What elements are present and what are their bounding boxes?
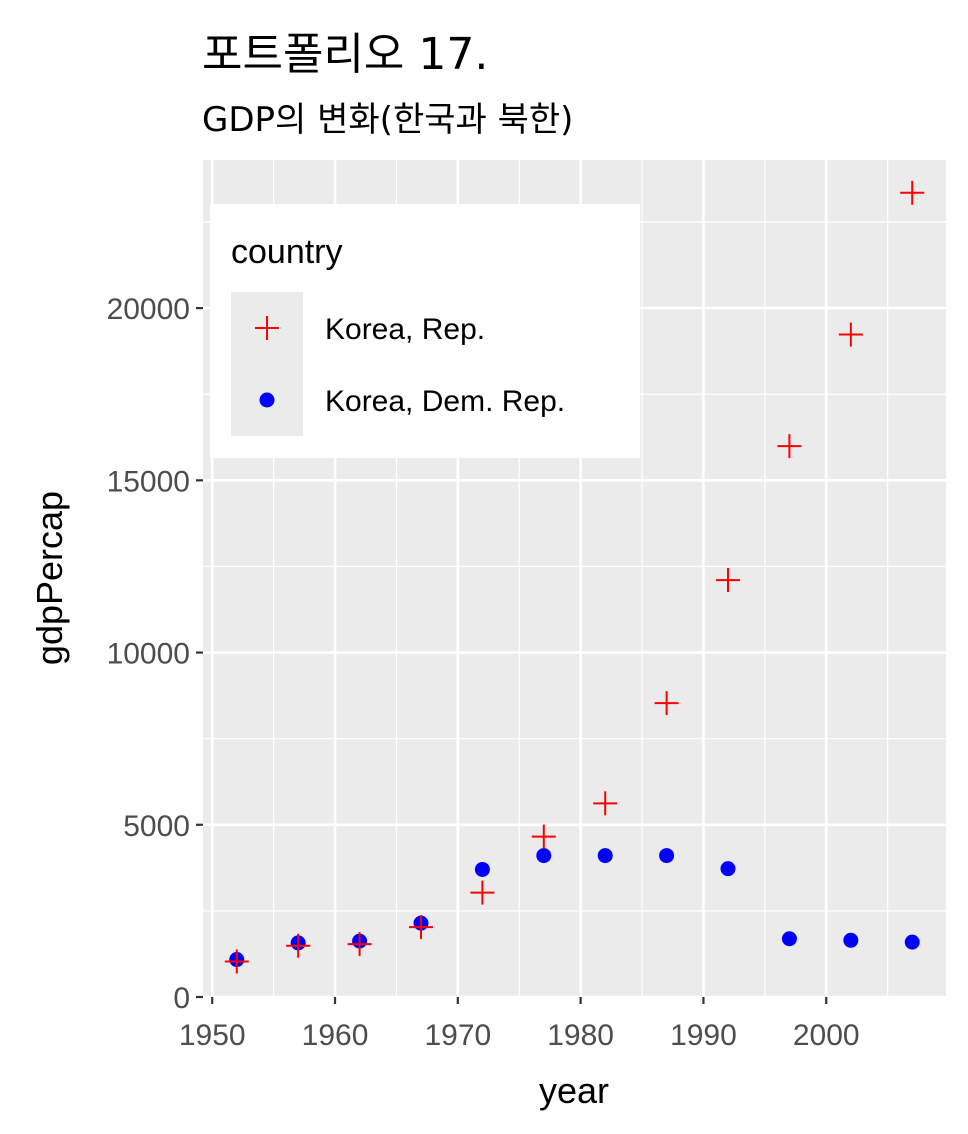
y-tick-label: 20000: [107, 293, 190, 326]
data-point-korea-rep: [408, 915, 433, 940]
y-tick-label: 0: [173, 982, 190, 1015]
chart-title: 포트폴리오 17.: [202, 29, 489, 80]
data-point-korea-rep: [531, 824, 556, 849]
data-point-korea-dem-rep: [597, 848, 613, 864]
legend-key-circle: [259, 392, 275, 408]
data-point-korea-rep: [347, 932, 372, 957]
x-tick-label: 2000: [793, 1019, 860, 1052]
data-point-korea-dem-rep: [720, 861, 736, 877]
data-point-korea-rep: [900, 180, 925, 205]
data-point-korea-rep: [777, 434, 802, 459]
x-tick-label: 1960: [302, 1019, 369, 1052]
x-tick-label: 1950: [179, 1019, 246, 1052]
data-point-korea-rep: [838, 322, 863, 347]
legend-title: country: [231, 233, 343, 271]
y-tick-label: 15000: [107, 465, 190, 498]
x-axis-title: year: [539, 1070, 609, 1111]
y-tick-label: 5000: [123, 810, 190, 843]
legend: country Korea, Rep. Korea, Dem. Rep.: [210, 204, 640, 458]
data-point-korea-rep: [224, 949, 249, 974]
legend-key-bg: [231, 292, 303, 436]
legend-key-plus: [255, 316, 279, 340]
legend-label: Korea, Dem. Rep.: [325, 385, 565, 418]
data-point-korea-dem-rep: [659, 848, 675, 864]
data-point-korea-rep: [716, 568, 741, 593]
axes: 1950 1960 1970 1980 1990 20000500010000150002…: [107, 293, 860, 1052]
x-tick-label: 1990: [670, 1019, 737, 1052]
data-point-korea-dem-rep: [904, 934, 920, 950]
x-tick-label: 1980: [547, 1019, 614, 1052]
data-point-korea-dem-rep: [781, 931, 797, 947]
data-point-korea-rep: [470, 880, 495, 905]
x-tick-label: 1970: [424, 1019, 491, 1052]
y-tick-label: 10000: [107, 638, 190, 671]
data-point-korea-rep: [593, 791, 618, 816]
data-points: [224, 180, 925, 974]
y-axis-title: gdpPercap: [29, 491, 70, 665]
data-point-korea-dem-rep: [536, 848, 552, 864]
legend-label: Korea, Rep.: [325, 313, 485, 346]
data-point-korea-rep: [286, 933, 311, 958]
chart-subtitle: GDP의 변화(한국과 북한): [202, 100, 574, 140]
data-point-korea-dem-rep: [843, 932, 859, 948]
data-point-korea-dem-rep: [474, 861, 490, 877]
data-point-korea-rep: [654, 691, 679, 716]
